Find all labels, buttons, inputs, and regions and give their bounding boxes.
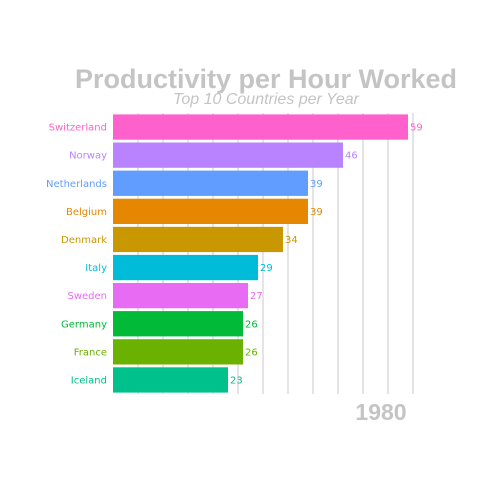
category-label-sweden: Sweden [67,291,107,302]
bar-sweden [113,283,248,309]
chart-subtitle: Top 10 Countries per Year [173,91,360,108]
value-label-sweden: 27 [250,291,263,302]
bar-germany [113,311,243,337]
value-label-italy: 29 [260,263,273,274]
value-label-france: 26 [245,347,258,358]
category-label-switzerland: Switzerland [49,123,107,134]
bar-france [113,339,243,365]
value-label-switzerland: 59 [410,123,423,134]
bar-iceland [113,367,228,393]
category-label-germany: Germany [61,319,107,330]
year-label: 1980 [355,399,406,425]
bar-norway [113,142,343,168]
category-label-netherlands: Netherlands [46,179,107,190]
bars: Switzerland 59 Norway 46 Netherlands 39 Belgiu… [46,114,423,393]
category-label-italy: Italy [85,263,107,274]
bar-netherlands [113,170,308,196]
value-label-germany: 26 [245,319,258,330]
category-label-denmark: Denmark [61,235,107,246]
bar-switzerland [113,114,408,140]
value-label-iceland: 23 [230,375,243,386]
category-label-iceland: Iceland [71,375,107,386]
chart-title: Productivity per Hour Worked [75,64,457,94]
bar-belgium [113,198,308,224]
value-label-denmark: 34 [285,235,298,246]
category-label-belgium: Belgium [66,207,107,218]
category-label-france: France [74,347,107,358]
value-label-norway: 46 [345,151,358,162]
bar-denmark [113,226,283,253]
value-label-belgium: 39 [310,207,323,218]
bar-italy [113,254,258,281]
value-label-netherlands: 39 [310,179,323,190]
category-label-norway: Norway [69,151,107,162]
